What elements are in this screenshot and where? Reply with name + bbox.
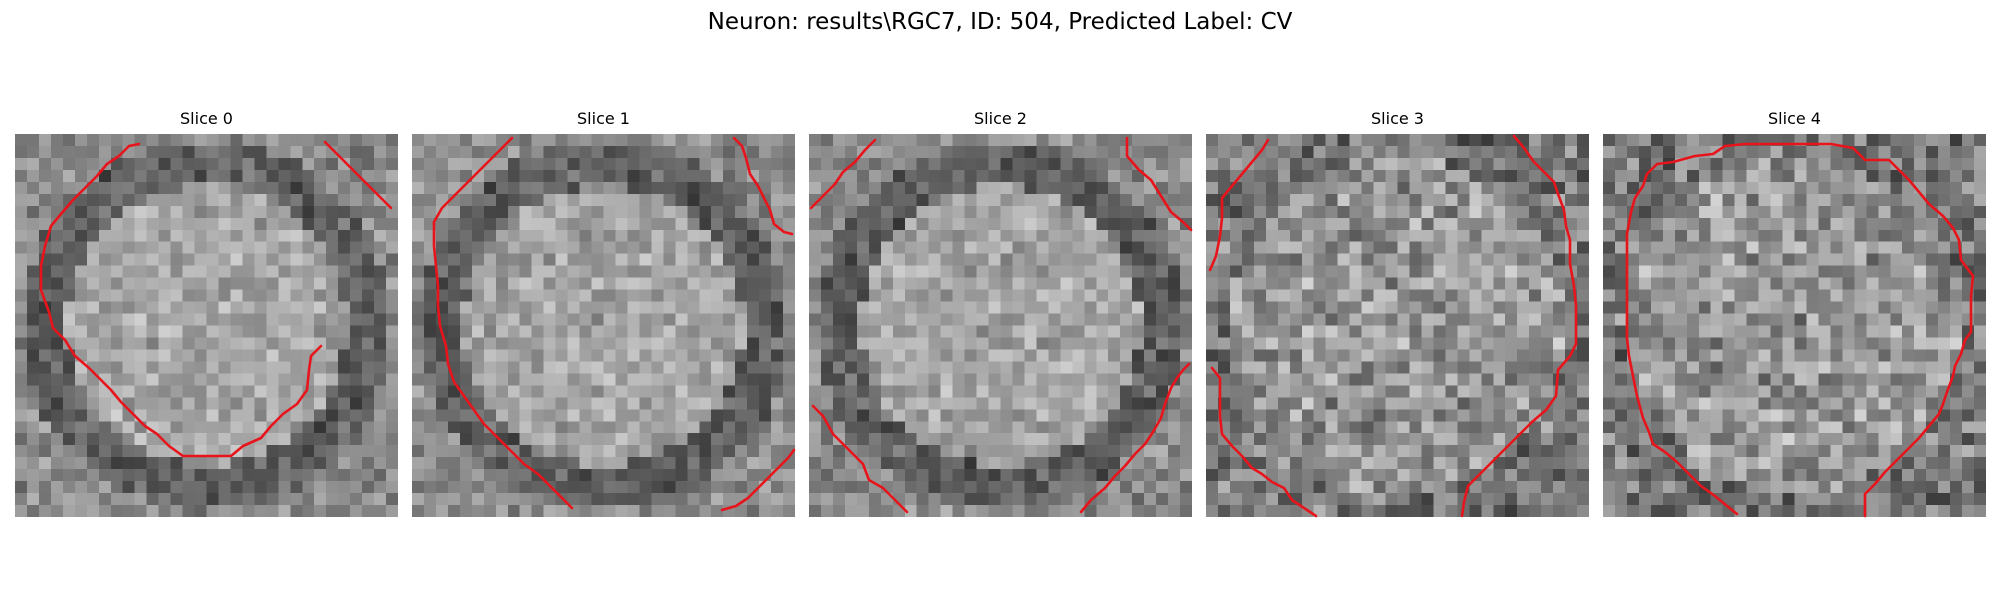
slice-2-image — [809, 134, 1192, 517]
slice-3-title: Slice 3 — [1371, 109, 1424, 128]
slice-1-bottom-right-contour — [720, 448, 796, 512]
slice-4-panel — [1603, 134, 1986, 518]
slice-1-image — [412, 134, 795, 517]
slice-2-bottom-right-contour — [1079, 362, 1191, 514]
slice-3-left-contour — [1210, 366, 1318, 518]
slice-2-top-right-contour — [1125, 136, 1193, 232]
slice-0-cell-contour — [39, 142, 323, 458]
slice-0-image — [15, 134, 398, 517]
slice-3-contours — [1208, 134, 1578, 518]
slice-2-panel — [809, 134, 1193, 517]
slice-4-cell-contour — [1625, 142, 1975, 518]
slice-0-panel — [15, 134, 398, 517]
slice-1-title: Slice 1 — [577, 109, 630, 128]
slice-3-top-left-contour — [1208, 138, 1270, 272]
figure-title: Neuron: results\RGC7, ID: 504, Predicted… — [707, 9, 1293, 35]
slice-2-contours — [809, 136, 1193, 514]
slice-2-top-left-contour — [809, 138, 877, 210]
slice-3-panel — [1206, 134, 1589, 518]
slice-4-contours — [1625, 142, 1975, 518]
slice-4-title: Slice 4 — [1768, 109, 1821, 128]
slice-3-image — [1206, 134, 1589, 517]
slice-1-cell-contour — [432, 136, 574, 510]
slice-1-panel — [412, 134, 796, 517]
slice-0-title: Slice 0 — [180, 109, 233, 128]
slice-2-title: Slice 2 — [974, 109, 1027, 128]
slice-1-top-right-contour — [732, 136, 794, 236]
slice-3-right-contour — [1460, 134, 1578, 518]
slice-0-corner-contour — [323, 140, 393, 210]
slice-2-bottom-left-contour — [811, 404, 909, 514]
slice-0-contours — [39, 140, 393, 458]
slice-1-contours — [432, 136, 796, 512]
